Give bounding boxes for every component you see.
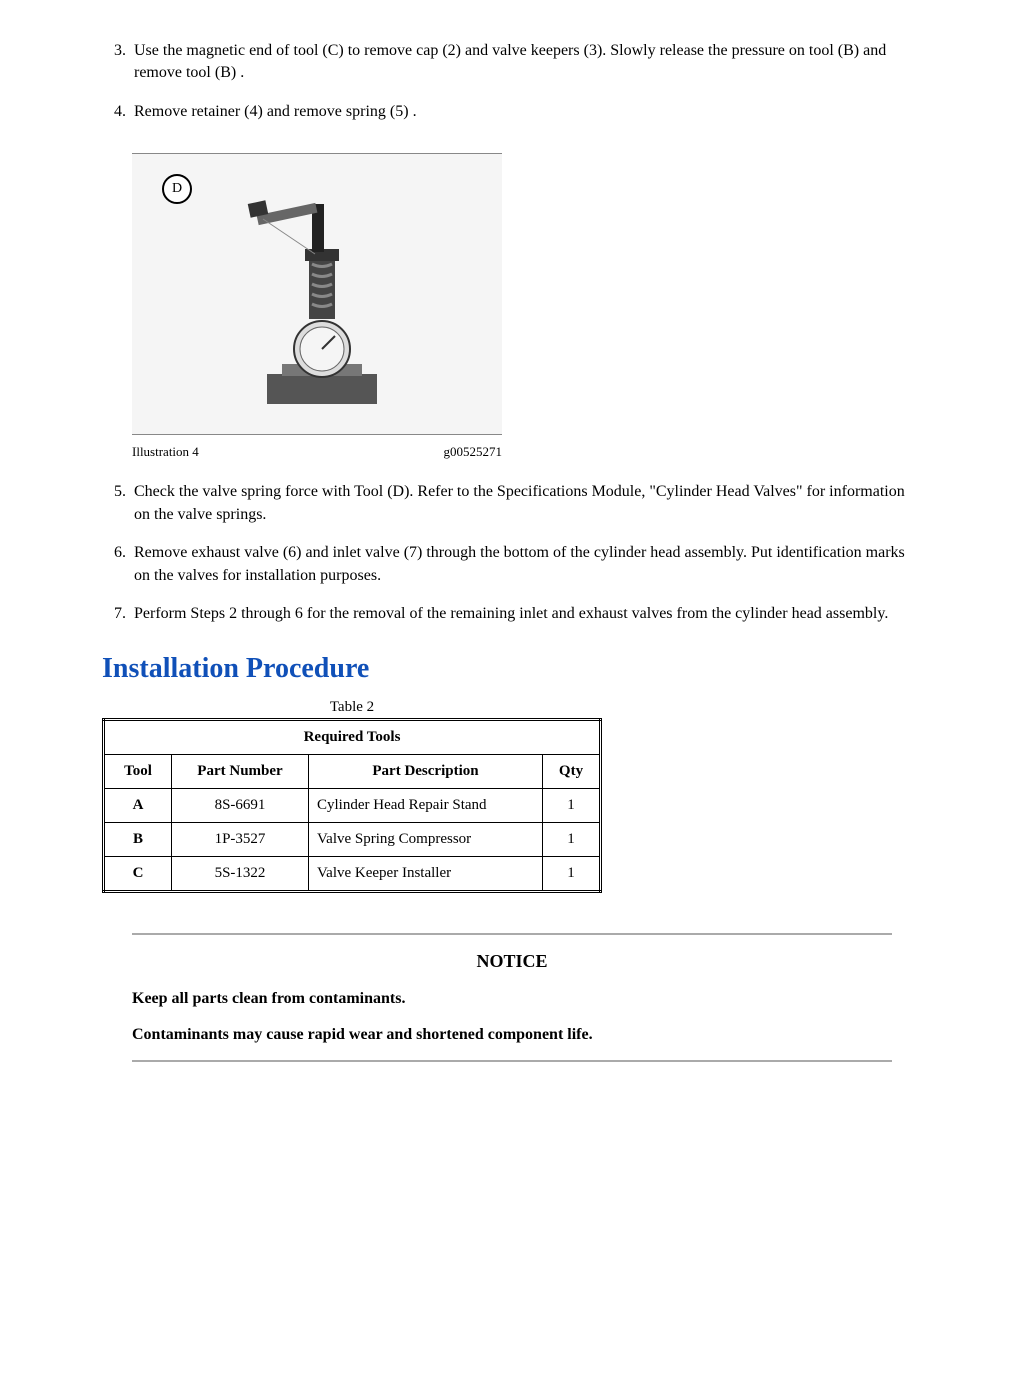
notice-bottom-rule (132, 1060, 892, 1062)
cell-tool: C (104, 856, 172, 891)
step-3: Use the magnetic end of tool (C) to remo… (130, 40, 922, 85)
cell-desc: Valve Spring Compressor (309, 822, 543, 856)
spring-tester-icon (207, 174, 427, 414)
cell-tool: A (104, 788, 172, 822)
step-7: Perform Steps 2 through 6 for the remova… (130, 603, 922, 625)
cell-qty: 1 (543, 822, 601, 856)
col-header-tool: Tool (104, 754, 172, 788)
cell-desc: Cylinder Head Repair Stand (309, 788, 543, 822)
required-tools-table: Required Tools Tool Part Number Part Des… (102, 718, 602, 893)
illustration-code: g00525271 (444, 443, 503, 461)
section-heading: Installation Procedure (102, 649, 922, 688)
cell-desc: Valve Keeper Installer (309, 856, 543, 891)
notice-line-2: Contaminants may cause rapid wear and sh… (132, 1024, 892, 1046)
notice-title: NOTICE (132, 949, 892, 974)
notice-block: NOTICE Keep all parts clean from contami… (132, 933, 892, 1063)
callout-d: D (162, 174, 192, 204)
table-caption: Table 2 (102, 697, 602, 718)
col-header-qty: Qty (543, 754, 601, 788)
illustration-caption: Illustration 4 g00525271 (132, 443, 502, 461)
notice-top-rule (132, 933, 892, 935)
step-6: Remove exhaust valve (6) and inlet valve… (130, 542, 922, 587)
illustration-label: Illustration 4 (132, 443, 444, 461)
procedure-steps-b: Check the valve spring force with Tool (… (102, 481, 922, 625)
table-row: A 8S-6691 Cylinder Head Repair Stand 1 (104, 788, 601, 822)
cell-tool: B (104, 822, 172, 856)
illustration-block: D (132, 153, 922, 435)
cell-qty: 1 (543, 856, 601, 891)
step-5: Check the valve spring force with Tool (… (130, 481, 922, 526)
table-row: C 5S-1322 Valve Keeper Installer 1 (104, 856, 601, 891)
cell-qty: 1 (543, 788, 601, 822)
illustration-image: D (132, 154, 502, 434)
procedure-steps-a: Use the magnetic end of tool (C) to remo… (102, 40, 922, 123)
cell-part: 5S-1322 (172, 856, 309, 891)
col-header-desc: Part Description (309, 754, 543, 788)
table-title: Required Tools (104, 719, 601, 754)
cell-part: 1P-3527 (172, 822, 309, 856)
notice-line-1: Keep all parts clean from contaminants. (132, 988, 892, 1010)
illustration-bottom-rule (132, 434, 502, 435)
cell-part: 8S-6691 (172, 788, 309, 822)
step-4: Remove retainer (4) and remove spring (5… (130, 101, 922, 123)
table-row: B 1P-3527 Valve Spring Compressor 1 (104, 822, 601, 856)
col-header-part: Part Number (172, 754, 309, 788)
